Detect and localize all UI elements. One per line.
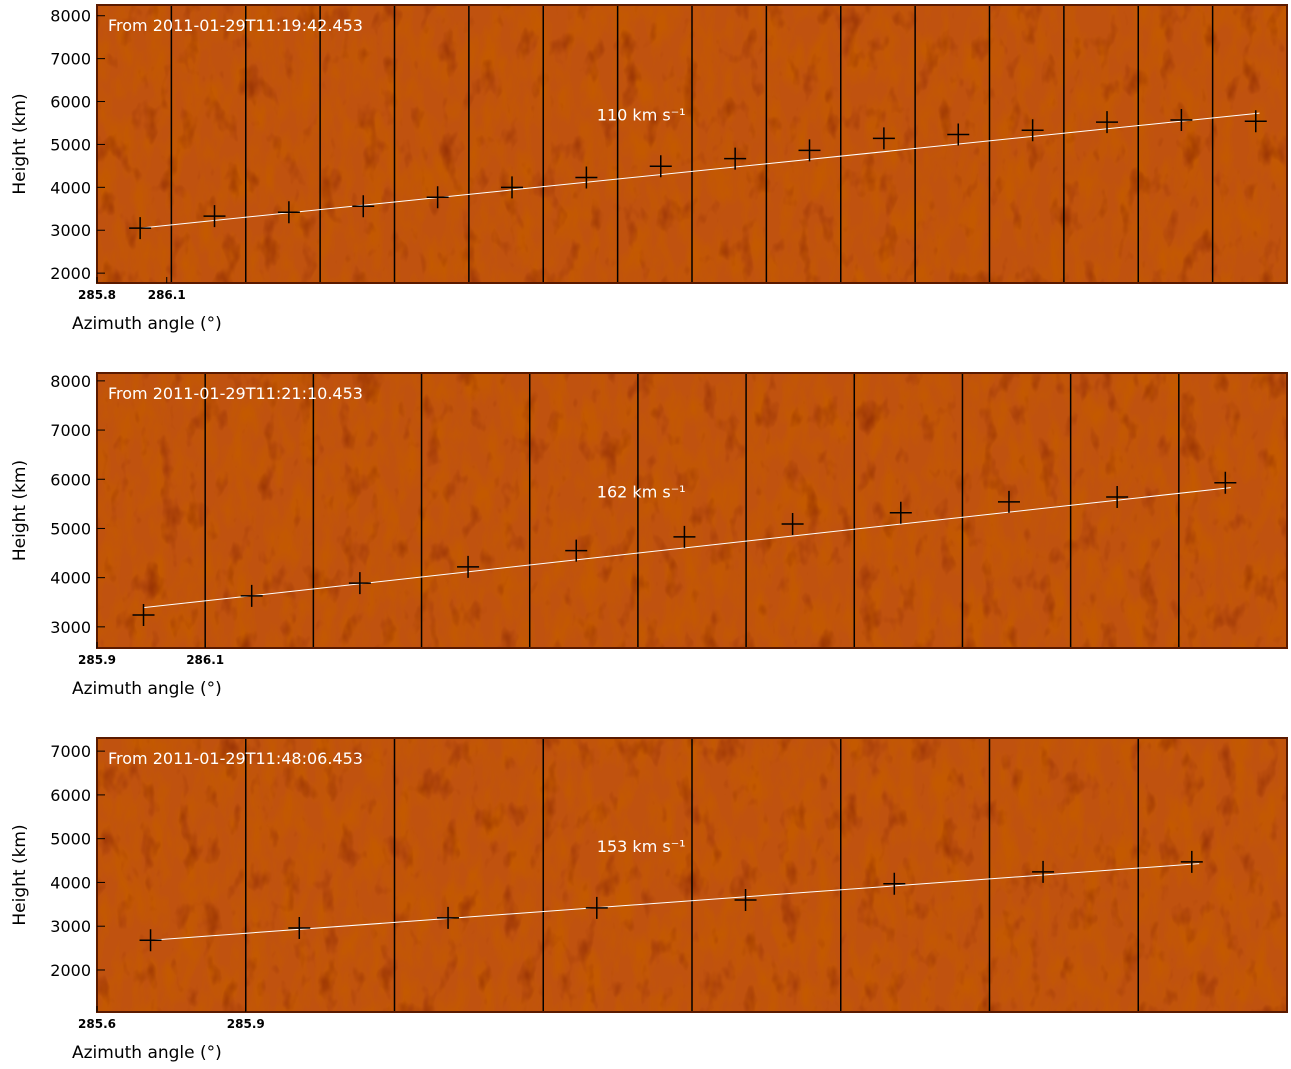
y-tick-label: 5000 [50, 135, 91, 154]
y-tick-label: 5000 [50, 830, 91, 849]
cross-marker [1096, 111, 1119, 134]
cross-marker [1244, 110, 1267, 133]
cross-marker [139, 929, 162, 952]
y-tick-label: 4000 [50, 569, 91, 588]
speed-label: 162 km s⁻¹ [597, 483, 686, 502]
fit-line [140, 112, 1260, 229]
plot-frame [96, 372, 1288, 649]
y-axis-label: Height (km) [10, 824, 30, 925]
speed-label: 110 km s⁻¹ [597, 106, 686, 125]
cross-marker [724, 147, 747, 170]
cross-marker [565, 539, 588, 562]
x-tick-label: 285.6 [78, 1017, 116, 1031]
cross-marker [947, 123, 970, 146]
y-tick-label: 7000 [50, 50, 91, 69]
x-axis-label: Azimuth angle (°) [72, 679, 222, 699]
y-tick-label: 6000 [50, 93, 91, 112]
cross-marker [457, 555, 480, 578]
x-tick-label: 286.1 [148, 288, 186, 302]
cross-marker [426, 186, 449, 209]
cross-marker [277, 201, 300, 224]
annotation: From 2011-01-29T11:48:06.453 [108, 749, 363, 768]
cross-marker [889, 501, 912, 524]
y-tick-label: 7000 [50, 742, 91, 761]
x-tick-label: 285.8 [78, 288, 116, 302]
y-tick-label: 7000 [50, 421, 91, 440]
plot-frame [96, 737, 1288, 1013]
cross-marker [872, 127, 895, 150]
cross-marker [1214, 471, 1237, 494]
cross-marker [1180, 850, 1203, 873]
cross-marker [1032, 860, 1055, 883]
cross-marker [348, 572, 371, 595]
y-tick-label: 3000 [50, 618, 91, 637]
y-tick-label: 6000 [50, 786, 91, 805]
cross-marker [240, 584, 263, 607]
cross-marker [781, 513, 804, 536]
fit-line [150, 863, 1200, 941]
cross-marker [734, 888, 757, 911]
y-tick-label: 6000 [50, 470, 91, 489]
x-axis-label: Azimuth angle (°) [72, 1043, 222, 1063]
cross-marker [132, 604, 155, 627]
cross-marker [883, 872, 906, 895]
fit-line [143, 487, 1231, 609]
x-tick-label: 286.1 [186, 653, 224, 667]
cross-marker [203, 205, 226, 228]
cross-marker [288, 916, 311, 939]
cross-marker [1021, 119, 1044, 142]
cross-marker [437, 906, 460, 929]
cross-marker [1170, 108, 1193, 131]
y-axis-label: Height (km) [10, 460, 30, 561]
y-tick-label: 3000 [50, 221, 91, 240]
cross-marker [575, 166, 598, 189]
y-tick-label: 3000 [50, 917, 91, 936]
y-tick-label: 4000 [50, 178, 91, 197]
y-tick-label: 2000 [50, 961, 91, 980]
x-tick-label: 285.9 [78, 653, 116, 667]
cross-marker [997, 490, 1020, 513]
image-shadow [97, 373, 1287, 648]
cross-marker [501, 176, 524, 199]
y-tick-label: 5000 [50, 519, 91, 538]
cross-marker [673, 525, 696, 548]
y-tick-label: 8000 [50, 372, 91, 391]
cross-marker [1106, 485, 1129, 508]
cross-marker [352, 195, 375, 218]
cross-marker [649, 155, 672, 178]
cross-marker [798, 139, 821, 162]
cross-marker [585, 896, 608, 919]
speed-label: 153 km s⁻¹ [597, 837, 686, 856]
annotation: From 2011-01-29T11:19:42.453 [108, 16, 363, 35]
y-tick-label: 8000 [50, 7, 91, 26]
y-tick-label: 4000 [50, 873, 91, 892]
x-axis-label: Azimuth angle (°) [72, 314, 222, 334]
cross-marker [129, 217, 152, 240]
x-tick-label: 285.9 [227, 1017, 265, 1031]
y-tick-label: 2000 [50, 264, 91, 283]
annotation: From 2011-01-29T11:21:10.453 [108, 384, 363, 403]
y-axis-label: Height (km) [10, 93, 30, 194]
